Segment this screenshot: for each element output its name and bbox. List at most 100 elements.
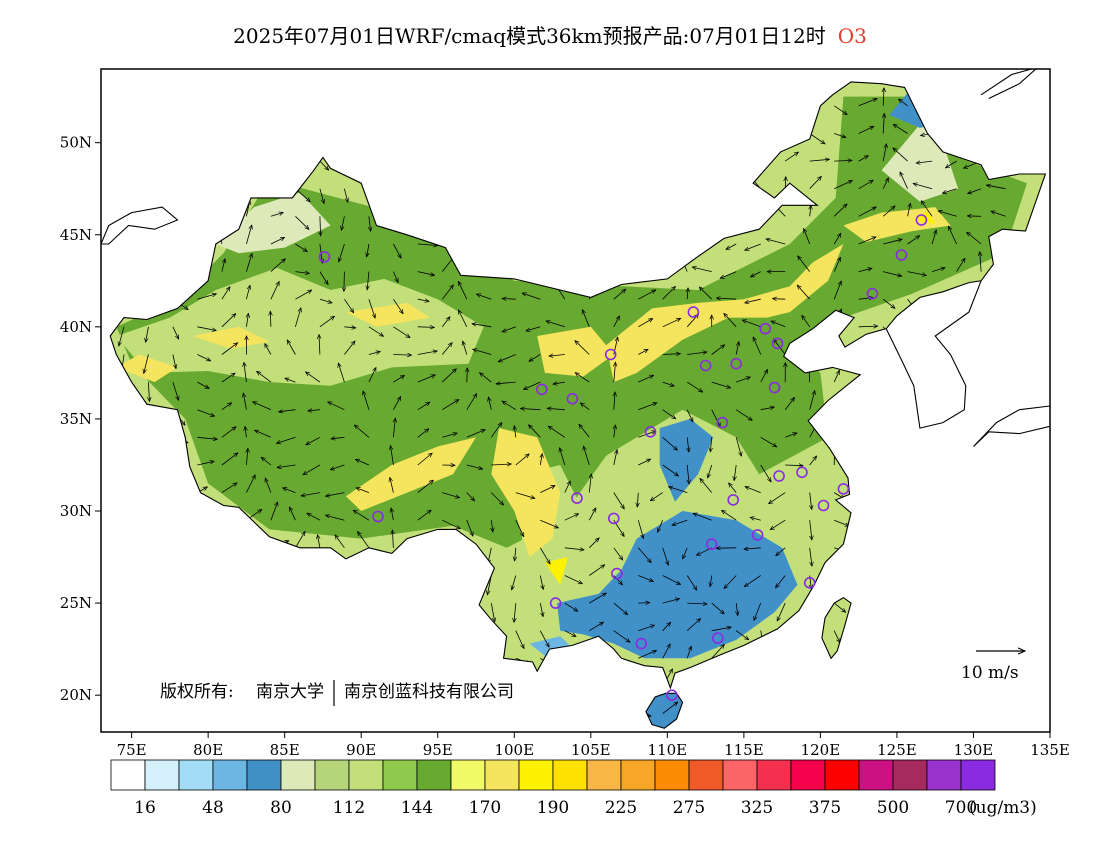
colorbar-tick-label: 170 [469, 798, 501, 818]
copyright-org-company: 南京创蓝科技有限公司 [344, 682, 514, 702]
wind-vector [784, 397, 794, 410]
wind-vector [708, 464, 713, 478]
wind-vector [442, 519, 460, 530]
colorbar-swatch [858, 759, 894, 791]
wind-vector [539, 630, 549, 648]
wind-vector [221, 343, 238, 355]
wind-vector [512, 575, 517, 590]
city-station-marker [566, 392, 579, 405]
wind-vector [798, 256, 811, 272]
wind-vector [710, 437, 711, 452]
wind-vector [687, 603, 707, 604]
wind-vector [716, 298, 737, 299]
wind-vector [529, 425, 541, 438]
wind-vector [246, 253, 252, 272]
latitude-tick-label: 30N [60, 502, 92, 520]
ozone-concentration-layer [116, 87, 1028, 725]
wind-vector [442, 433, 457, 438]
wind-vector [700, 478, 713, 493]
wind-vector [515, 454, 529, 466]
wind-vector [417, 453, 433, 466]
wind-vector [319, 160, 329, 170]
wind-vector [833, 602, 846, 612]
wind-vector [638, 603, 650, 604]
wind-vector [246, 285, 250, 300]
wind-vector [637, 492, 638, 507]
wind-vector [893, 124, 908, 134]
colorbar-unit: (ug/m3) [969, 798, 1037, 818]
wind-vector [354, 425, 370, 438]
wind-vector [491, 464, 511, 465]
colorbar-swatch [688, 759, 724, 791]
wind-vector [539, 575, 543, 590]
wind-vector [463, 341, 468, 355]
wind-vector [564, 575, 583, 585]
wind-vector [614, 425, 616, 438]
wind-vector [301, 492, 320, 496]
colorbar-swatch [144, 759, 180, 791]
wind-vector [368, 299, 375, 318]
colorbar-tick-label: 80 [270, 798, 292, 818]
wind-vector [265, 344, 272, 355]
wind-vector [662, 702, 678, 714]
wind-vector [834, 180, 852, 190]
wind-vector [326, 492, 345, 497]
wind-vector [726, 243, 737, 250]
wind-vector [638, 431, 656, 438]
wind-vector [711, 627, 732, 632]
wind-vector [514, 426, 516, 438]
wind-vector [498, 354, 516, 362]
wind-vector [638, 458, 650, 466]
wind-vector [699, 287, 712, 300]
wind-vector [760, 370, 768, 383]
wind-vector [172, 381, 179, 400]
wind-vector [255, 430, 272, 438]
hainan-coast [645, 692, 684, 729]
wind-vector [736, 603, 738, 616]
wind-vector [809, 176, 822, 189]
wind-vector [441, 343, 452, 355]
longitude-tick-label: 75E [117, 741, 147, 759]
longitude-tick-label: 95E [423, 741, 453, 759]
wind-vector [466, 430, 485, 438]
wind-vector [785, 465, 803, 466]
wind-vector [724, 575, 737, 589]
wind-vector [279, 410, 296, 412]
ozone-patch [192, 326, 270, 349]
wind-vector [318, 535, 320, 548]
wind-vector [393, 326, 410, 338]
wind-vector [144, 354, 149, 374]
wind-vector [393, 271, 398, 283]
wind-vector [539, 603, 543, 617]
wind-vector [913, 184, 933, 190]
wind-vector [564, 481, 571, 493]
wind-vector [735, 630, 749, 640]
wind-vector [810, 205, 811, 217]
wind-vector [638, 349, 648, 355]
wind-scale-label: 10 m/s [961, 663, 1019, 683]
wind-vector [687, 352, 707, 355]
latitude-tick-label: 20N [60, 686, 92, 704]
wind-vector [221, 453, 238, 466]
wind-vector [968, 188, 982, 194]
wind-vector [270, 237, 285, 245]
city-station-marker [535, 383, 548, 396]
wind-vector [589, 622, 603, 632]
wind-vector [244, 362, 247, 383]
wind-vector [858, 207, 877, 217]
wind-vector [306, 372, 321, 383]
wind-vector [564, 630, 576, 637]
okhotsk-coast [980, 69, 1037, 99]
wind-vector [770, 519, 786, 530]
wind-vector [243, 393, 247, 410]
city-station-marker [751, 529, 764, 541]
colorbar-swatch [348, 759, 384, 791]
wind-vector [325, 515, 345, 521]
wind-vector [613, 289, 626, 300]
wind-vector [221, 259, 225, 272]
city-station-marker [699, 359, 712, 372]
wind-vector [491, 520, 493, 532]
wind-vector [549, 355, 565, 357]
wind-vector [522, 293, 541, 300]
